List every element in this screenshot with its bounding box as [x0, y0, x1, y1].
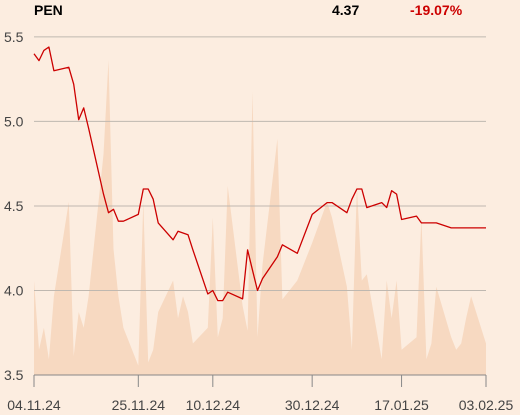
y-tick-label: 4.0 — [4, 282, 24, 298]
volume-area — [34, 60, 486, 375]
x-tick-label: 17.01.25 — [374, 397, 429, 413]
price-change: -19.07% — [410, 2, 463, 18]
x-tick-label: 10.12.24 — [186, 397, 241, 413]
x-tick-label: 30.12.24 — [285, 397, 340, 413]
price-line — [33, 46, 486, 302]
x-tick-label: 25.11.24 — [112, 397, 166, 413]
x-tick-label: 04.11.24 — [7, 397, 61, 413]
y-tick-label: 5.5 — [4, 29, 24, 45]
y-tick-label: 5.0 — [4, 113, 24, 129]
ticker-symbol: PEN — [34, 2, 63, 18]
y-tick-label: 3.5 — [4, 367, 24, 383]
last-price: 4.37 — [332, 2, 360, 18]
x-tick-label: 03.02.25 — [459, 397, 514, 413]
y-tick-label: 4.5 — [4, 198, 24, 214]
